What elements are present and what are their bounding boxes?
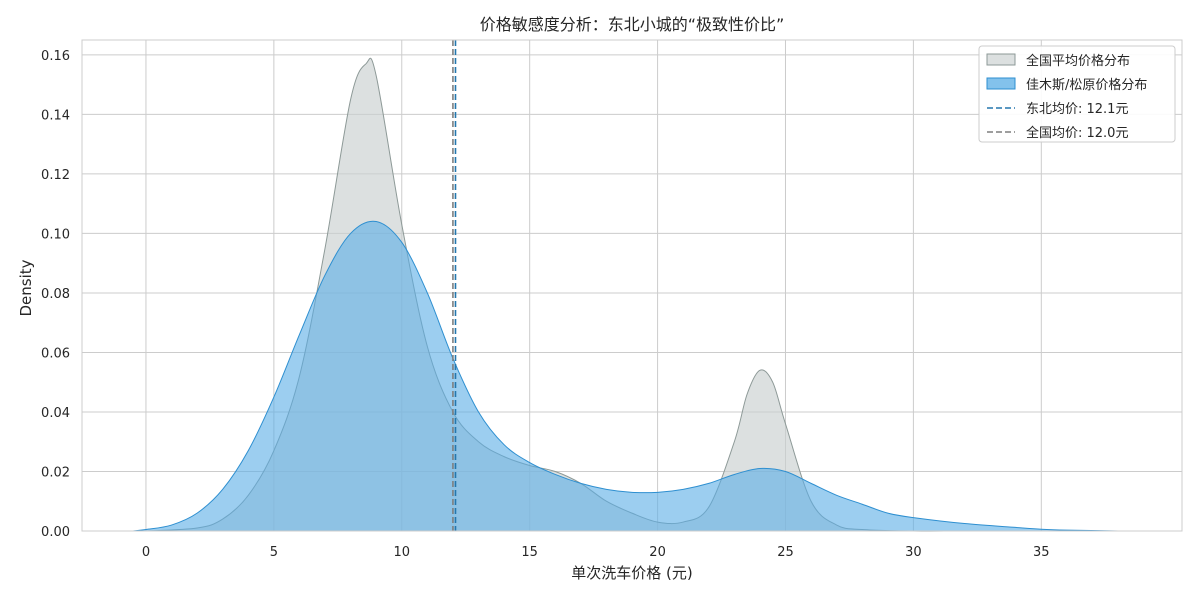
- density-line-1: [133, 220, 1119, 532]
- legend-label-1: 佳木斯/松原价格分布: [1026, 77, 1147, 93]
- y-tick-label: 0.10: [41, 227, 70, 242]
- density-area-1: [133, 221, 1119, 531]
- legend-swatch-0: [986, 53, 1016, 66]
- x-tick-label: 5: [270, 545, 278, 560]
- x-tick-label: 30: [905, 545, 922, 560]
- legend-label-3: 全国均价: 12.0元: [1026, 125, 1128, 141]
- plot-frame: [81, 39, 1183, 532]
- x-tick-label: 35: [1033, 545, 1050, 560]
- legend-label-2: 东北均价: 12.1元: [1026, 102, 1128, 117]
- y-tick-label: 0.14: [41, 108, 70, 123]
- legend-box: [978, 45, 1176, 143]
- x-tick-label: 15: [521, 545, 538, 560]
- tick-layer: 0 5 10 15 20 25 30 35 0.00 0.02 0.04 0.06 0.08 0.10 0.…: [41, 49, 1050, 560]
- y-tick-label: 0.16: [41, 49, 70, 64]
- x-axis-label: 单次洗车价格 (元): [571, 564, 692, 582]
- y-tick-label: 0.04: [41, 406, 70, 421]
- y-tick-label: 0.08: [41, 287, 70, 302]
- x-tick-label: 0: [142, 545, 150, 560]
- x-tick-label: 10: [393, 545, 410, 560]
- x-tick-label: 25: [777, 545, 794, 560]
- y-axis-label: Density: [17, 259, 35, 316]
- y-tick-label: 0.12: [41, 168, 70, 183]
- y-tick-label: 0.00: [41, 525, 70, 540]
- series-layer: [133, 40, 1119, 532]
- chart-title: 价格敏感度分析：东北小城的“极致性价比”: [480, 15, 785, 34]
- y-tick-label: 0.06: [41, 346, 70, 361]
- x-tick-label: 20: [649, 545, 666, 560]
- legend-swatch-1: [986, 77, 1016, 90]
- y-tick-label: 0.02: [41, 465, 70, 480]
- legend-label-0: 全国平均价格分布: [1026, 53, 1130, 69]
